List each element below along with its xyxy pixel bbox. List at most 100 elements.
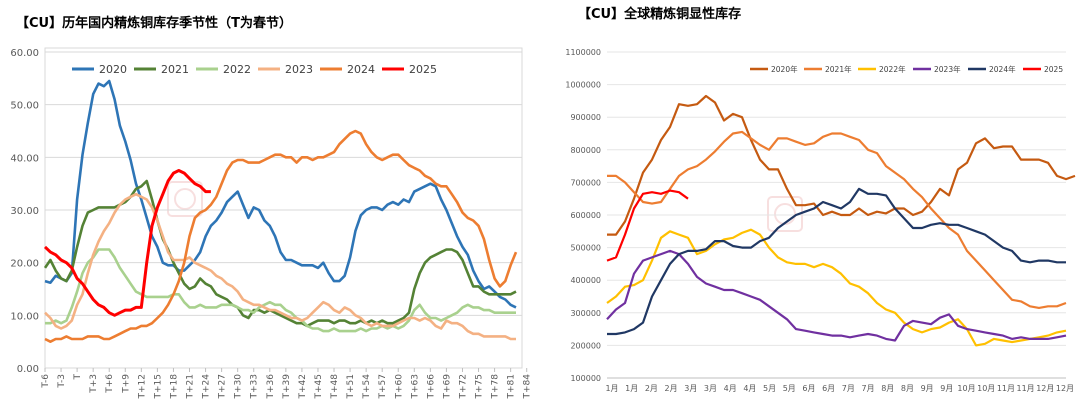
left-ytick-label: 10.00 bbox=[10, 311, 39, 322]
right-ytick-label: 800000 bbox=[570, 146, 601, 155]
left-xtick-label: T bbox=[73, 374, 83, 381]
right-legend-label-2022年: 2022年 bbox=[879, 64, 906, 74]
right-xtick-label: 5月 bbox=[783, 384, 796, 393]
right-xtick-label: 11月 bbox=[1017, 384, 1035, 393]
right-legend-label-2025: 2025 bbox=[1044, 65, 1063, 74]
left-xtick-label: T+30 bbox=[234, 374, 244, 400]
left-ytick-label: 30.00 bbox=[10, 206, 39, 217]
left-xtick-label: T+9 bbox=[121, 374, 131, 394]
right-ytick-label: 500000 bbox=[570, 244, 601, 253]
right-legend-label-2020年: 2020年 bbox=[771, 64, 798, 74]
left-ytick-label: 0.00 bbox=[17, 364, 39, 375]
right-xtick-label: 4月 bbox=[743, 384, 756, 393]
right-chart-title: 【CU】全球精炼铜显性库存 bbox=[578, 6, 741, 22]
left-xtick-label: T+51 bbox=[346, 374, 356, 400]
left-xtick-label: T+57 bbox=[378, 374, 388, 400]
left-xtick-label: T+3 bbox=[89, 374, 99, 394]
left-xtick-label: T+42 bbox=[298, 374, 308, 400]
domestic-inventory-chart: 【CU】历年国内精炼铜库存季节性（T为春节） 0.00 10.00 20.00 30.… bbox=[10, 15, 532, 400]
left-xtick-label: T+75 bbox=[475, 374, 485, 400]
left-chart-title: 【CU】历年国内精炼铜库存季节性（T为春节） bbox=[16, 15, 292, 31]
right-series-2025 bbox=[606, 189, 689, 262]
right-series-2021年 bbox=[607, 130, 1067, 309]
right-xtick-label: 9月 bbox=[921, 384, 934, 393]
right-ytick-label: 600000 bbox=[570, 211, 601, 220]
left-legend-label-2024: 2024 bbox=[347, 63, 375, 76]
right-xtick-label: 6月 bbox=[822, 384, 835, 393]
left-legend-label-2025: 2025 bbox=[409, 63, 437, 76]
left-watermark-logo bbox=[167, 181, 203, 217]
left-xtick-label: T+54 bbox=[362, 374, 372, 400]
left-xtick-label: T+45 bbox=[314, 374, 324, 400]
left-xtick-label: T+84 bbox=[523, 374, 533, 400]
left-series-2022 bbox=[45, 248, 516, 333]
right-legend-label-2021年: 2021年 bbox=[825, 64, 852, 74]
right-xtick-label: 2月 bbox=[645, 384, 658, 393]
left-xtick-label: T+27 bbox=[218, 374, 228, 400]
left-xtick-label: T+69 bbox=[442, 374, 452, 400]
right-ytick-label: 1000000 bbox=[565, 81, 601, 90]
right-xtick-label: 5月 bbox=[763, 384, 776, 393]
right-xtick-label: 3月 bbox=[704, 384, 717, 393]
right-xtick-label: 7月 bbox=[842, 384, 855, 393]
right-ytick-label: 100000 bbox=[570, 374, 601, 383]
left-xtick-label: T+21 bbox=[186, 374, 196, 400]
global-inventory-chart: 【CU】全球精炼铜显性库存 100000 200000 300000 400000 50… bbox=[565, 6, 1076, 393]
left-xtick-label: T+63 bbox=[410, 374, 420, 400]
left-xtick-label: T+6 bbox=[105, 374, 115, 394]
left-legend-label-2020: 2020 bbox=[99, 63, 127, 76]
left-xtick-label: T-3 bbox=[57, 374, 67, 389]
right-xtick-label: 10月 bbox=[977, 384, 995, 393]
right-xtick-label: 11月 bbox=[997, 384, 1015, 393]
right-xtick-label: 3月 bbox=[684, 384, 697, 393]
left-xtick-label: T+24 bbox=[202, 374, 212, 400]
right-ytick-label: 900000 bbox=[570, 113, 601, 122]
left-xtick-label: T+48 bbox=[330, 374, 340, 400]
right-series-2022年 bbox=[606, 228, 1067, 347]
right-legend-label-2023年: 2023年 bbox=[934, 64, 961, 74]
left-series-2023 bbox=[44, 192, 516, 341]
right-series-2023年 bbox=[606, 249, 1067, 342]
right-ytick-label: 300000 bbox=[570, 309, 601, 318]
right-xtick-label: 8月 bbox=[901, 384, 914, 393]
left-xtick-label: T+60 bbox=[394, 374, 404, 400]
left-xtick-label: T-6 bbox=[41, 374, 51, 389]
right-series-2024年 bbox=[607, 187, 1066, 336]
left-xtick-label: T+33 bbox=[250, 374, 260, 400]
right-xtick-label: 8月 bbox=[881, 384, 894, 393]
left-xtick-label: T+72 bbox=[458, 374, 468, 400]
right-xtick-label: 2月 bbox=[665, 384, 678, 393]
right-legend-label-2024年: 2024年 bbox=[989, 64, 1016, 74]
left-xtick-label: T+36 bbox=[266, 374, 276, 400]
left-ytick-label: 20.00 bbox=[10, 259, 39, 270]
left-series-2025 bbox=[43, 169, 211, 317]
right-xtick-label: 10月 bbox=[957, 384, 975, 393]
right-ytick-label: 1100000 bbox=[565, 48, 601, 57]
right-xtick-label: 12月 bbox=[1056, 384, 1074, 393]
left-ytick-label: 40.00 bbox=[10, 153, 39, 164]
left-xtick-label: T+66 bbox=[426, 374, 436, 400]
left-legend-label-2023: 2023 bbox=[285, 63, 313, 76]
left-series-2020 bbox=[44, 79, 517, 309]
right-xtick-label: 1月 bbox=[625, 384, 638, 393]
left-ytick-label: 60.00 bbox=[10, 48, 39, 59]
left-xtick-label: T+39 bbox=[282, 374, 292, 400]
right-xtick-label: 1月 bbox=[605, 384, 618, 393]
right-ytick-label: 700000 bbox=[570, 178, 601, 187]
right-xtick-label: 7月 bbox=[861, 384, 874, 393]
left-xtick-label: T+15 bbox=[153, 374, 163, 400]
right-xtick-label: 4月 bbox=[724, 384, 737, 393]
right-ytick-label: 400000 bbox=[570, 276, 601, 285]
left-xtick-label: T+12 bbox=[137, 374, 147, 400]
left-ytick-label: 50.00 bbox=[10, 101, 39, 112]
right-xtick-label: 9月 bbox=[940, 384, 953, 393]
right-xtick-label: 12月 bbox=[1036, 384, 1054, 393]
left-xtick-label: T+18 bbox=[169, 374, 179, 400]
left-series-2024 bbox=[44, 129, 518, 344]
left-xtick-label: T+81 bbox=[507, 374, 517, 400]
left-legend-label-2022: 2022 bbox=[223, 63, 251, 76]
left-xtick-label: T+78 bbox=[491, 374, 501, 400]
left-legend-label-2021: 2021 bbox=[161, 63, 189, 76]
right-xtick-label: 6月 bbox=[802, 384, 815, 393]
